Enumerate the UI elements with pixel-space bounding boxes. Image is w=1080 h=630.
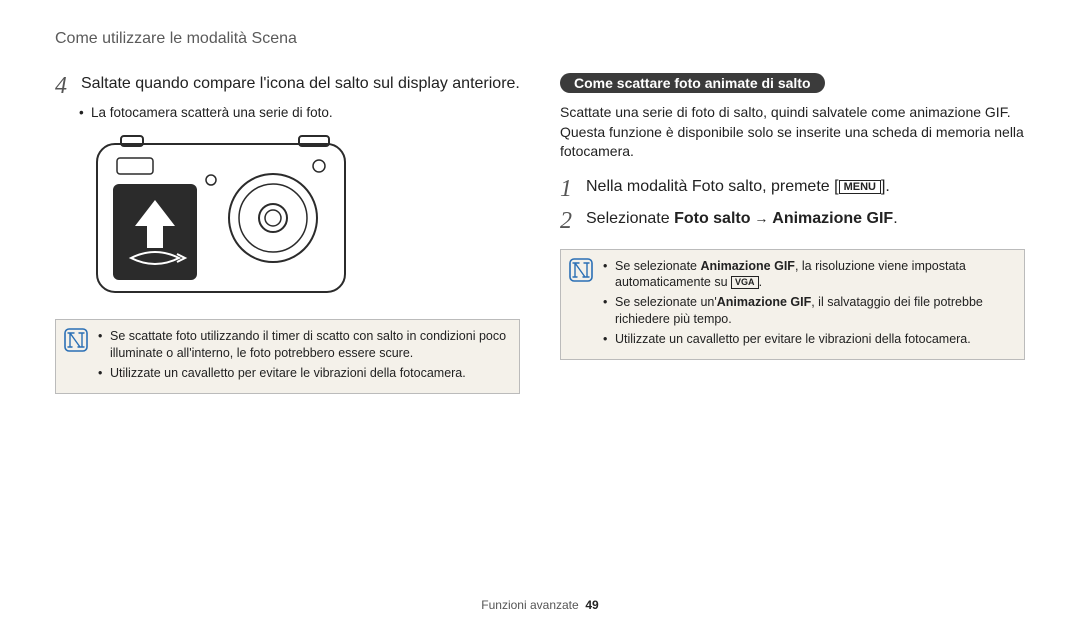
left-note-item-1: Se scattate foto utilizzando il timer di… <box>98 328 509 362</box>
left-note-item-2: Utilizzate un cavalletto per evitare le … <box>98 365 509 382</box>
step-1-text: Nella modalità Foto salto, premete [MENU… <box>586 176 890 198</box>
step-2-bold2: Animazione GIF <box>772 210 893 227</box>
left-note-content: Se scattate foto utilizzando il timer di… <box>98 328 509 385</box>
step-4-text: Saltate quando compare l'icona del salto… <box>81 73 520 95</box>
right-column: Come scattare foto animate di salto Scat… <box>560 73 1025 394</box>
step-2-post: . <box>893 210 897 227</box>
right-note-box: Se selezionate Animazione GIF, la risolu… <box>560 249 1025 360</box>
rn1-post: . <box>759 275 762 289</box>
step-2-bold1: Foto salto <box>674 210 750 227</box>
footer-label: Funzioni avanzate <box>481 598 578 612</box>
rn2-b: Animazione GIF <box>717 295 811 309</box>
camera-illustration <box>91 130 520 305</box>
arrow-icon: → <box>751 210 773 226</box>
page-header-title: Come utilizzare le modalità Scena <box>55 30 1025 48</box>
menu-icon: MENU <box>839 180 881 195</box>
step-2: 2 Selezionate Foto salto → Animazione GI… <box>560 208 1025 234</box>
step-4: 4 Saltate quando compare l'icona del sal… <box>55 73 520 99</box>
vga-icon: VGA <box>731 276 759 288</box>
right-note-item-3: Utilizzate un cavalletto per evitare le … <box>603 331 1014 348</box>
right-note-item-1: Se selezionate Animazione GIF, la risolu… <box>603 258 1014 292</box>
step-2-text: Selezionate Foto salto → Animazione GIF. <box>586 208 898 230</box>
step-number-1: 1 <box>560 176 586 202</box>
intro-paragraph: Scattate una serie di foto di salto, qui… <box>560 103 1025 162</box>
step-1-pre: Nella modalità Foto salto, premete [ <box>586 178 839 195</box>
two-column-layout: 4 Saltate quando compare l'icona del sal… <box>55 73 1025 394</box>
section-pill: Come scattare foto animate di salto <box>560 73 825 93</box>
page-footer: Funzioni avanzate 49 <box>0 598 1080 612</box>
left-note-box: Se scattate foto utilizzando il timer di… <box>55 319 520 394</box>
left-column: 4 Saltate quando compare l'icona del sal… <box>55 73 520 394</box>
rn1-pre: Se selezionate <box>615 259 700 273</box>
rn2-pre: Se selezionate un' <box>615 295 717 309</box>
step-number-4: 4 <box>55 73 81 99</box>
step-2-pre: Selezionate <box>586 210 674 227</box>
footer-page-number: 49 <box>585 598 598 612</box>
step-4-subbullet: La fotocamera scatterà una serie di foto… <box>91 105 520 120</box>
step-1-post: ]. <box>881 178 890 195</box>
step-1: 1 Nella modalità Foto salto, premete [ME… <box>560 176 1025 202</box>
step-number-2: 2 <box>560 208 586 234</box>
right-note-item-2: Se selezionate un'Animazione GIF, il sal… <box>603 294 1014 328</box>
rn1-b: Animazione GIF <box>700 259 794 273</box>
right-note-content: Se selezionate Animazione GIF, la risolu… <box>603 258 1014 351</box>
note-icon <box>64 328 88 352</box>
note-icon <box>569 258 593 282</box>
